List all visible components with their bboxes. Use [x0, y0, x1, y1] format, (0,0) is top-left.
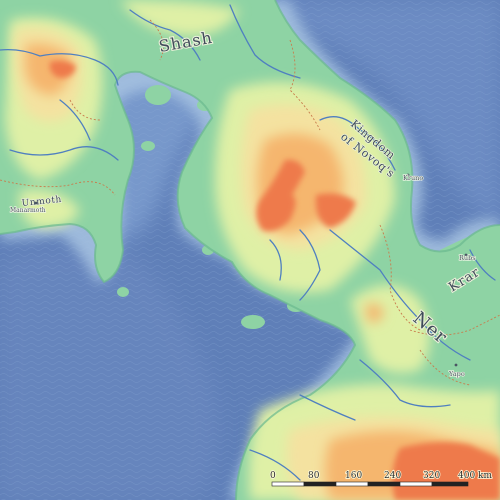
borders: [0, 19, 500, 386]
city-label-manarmoth: Manarmoth: [10, 207, 46, 214]
scale-segment: [367, 481, 401, 487]
scale-tick-label: 240: [384, 471, 401, 481]
scale-tick-label: 0: [270, 471, 276, 481]
scale-segment: [303, 481, 337, 487]
scale-tick-label: 400 km: [458, 471, 492, 481]
island: [241, 315, 265, 329]
scale-bar: 0 80 160 240 320 400 km: [269, 470, 493, 487]
island: [202, 245, 214, 255]
rivers: [0, 4, 496, 481]
city-label-kruno: Kruno: [403, 174, 423, 182]
scale-segment: [335, 481, 369, 487]
city-marker-manarmoth[interactable]: [34, 201, 38, 205]
city-label-yapo: Yapo: [448, 370, 465, 378]
coastline-west: [0, 70, 357, 500]
island: [141, 141, 155, 151]
scale-tick-label: 320: [423, 471, 440, 481]
scale-segment: [431, 481, 469, 487]
city-marker-ruba[interactable]: [464, 253, 468, 257]
scale-tick-label: 160: [345, 471, 362, 481]
scale-tick-label: 80: [308, 471, 320, 481]
city-label-ruba: Rubs: [459, 254, 476, 262]
city-marker-kruno[interactable]: [406, 173, 410, 177]
island: [117, 287, 129, 297]
coastline-east: [274, 0, 500, 253]
scale-segment: [271, 481, 305, 487]
island: [145, 85, 171, 105]
krar-landmass: [440, 228, 500, 302]
city-marker-yapo[interactable]: [454, 363, 458, 367]
island: [287, 300, 305, 312]
scale-segment: [399, 481, 433, 487]
